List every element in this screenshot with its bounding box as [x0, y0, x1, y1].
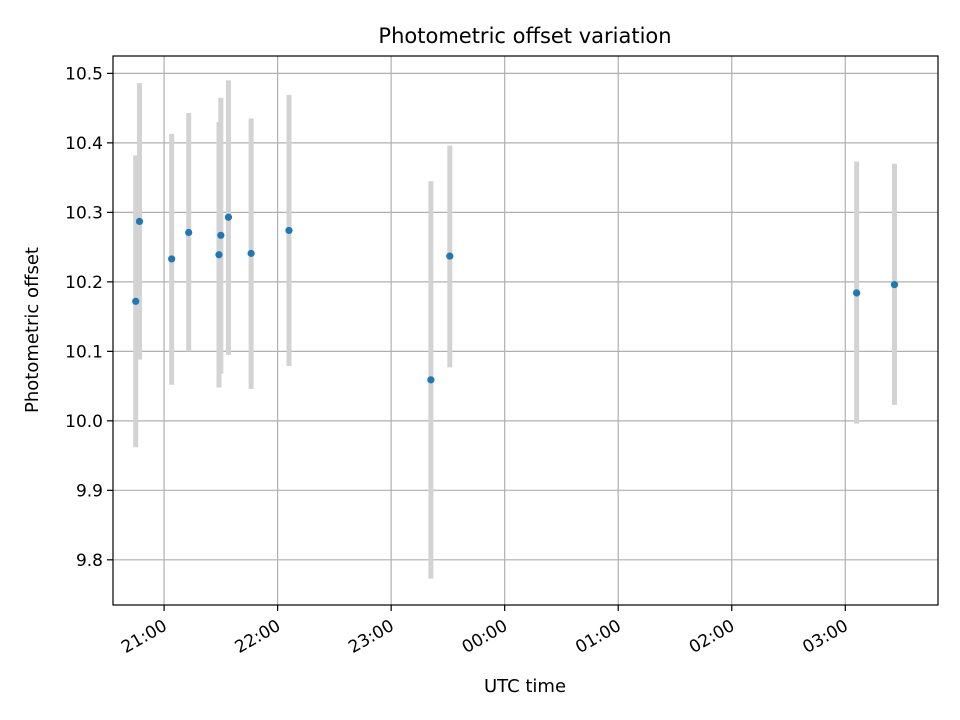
- data-point: [224, 213, 233, 221]
- data-points: [132, 213, 899, 384]
- data-point: [427, 376, 435, 384]
- y-axis-label: Photometric offset: [22, 247, 43, 413]
- y-tick-label: 10.2: [65, 273, 103, 293]
- plot-frame: [112, 55, 939, 606]
- y-tick-label: 10.1: [65, 342, 103, 362]
- y-tick-label: 10.4: [65, 134, 103, 154]
- x-axis-label: UTC time: [484, 676, 566, 697]
- data-point: [890, 281, 899, 289]
- data-point: [853, 289, 861, 297]
- y-axis: 9.8 9.9 10.0 10.1 10.2 10.3 10.4 10.5: [65, 64, 113, 571]
- data-point: [446, 252, 454, 260]
- data-point: [135, 217, 144, 225]
- data-point: [185, 228, 193, 237]
- data-point: [247, 249, 255, 257]
- data-point: [215, 251, 223, 259]
- data-point: [132, 297, 140, 305]
- y-tick-label: 9.8: [76, 551, 103, 571]
- data-point: [168, 255, 176, 263]
- y-tick-label: 10.5: [65, 64, 103, 84]
- chart-title: Photometric offset variation: [378, 24, 671, 48]
- y-tick-label: 10.0: [65, 412, 103, 432]
- y-tick-label: 10.3: [65, 203, 103, 223]
- y-tick-label: 9.9: [76, 481, 103, 501]
- data-point: [285, 226, 293, 235]
- data-point: [217, 231, 225, 239]
